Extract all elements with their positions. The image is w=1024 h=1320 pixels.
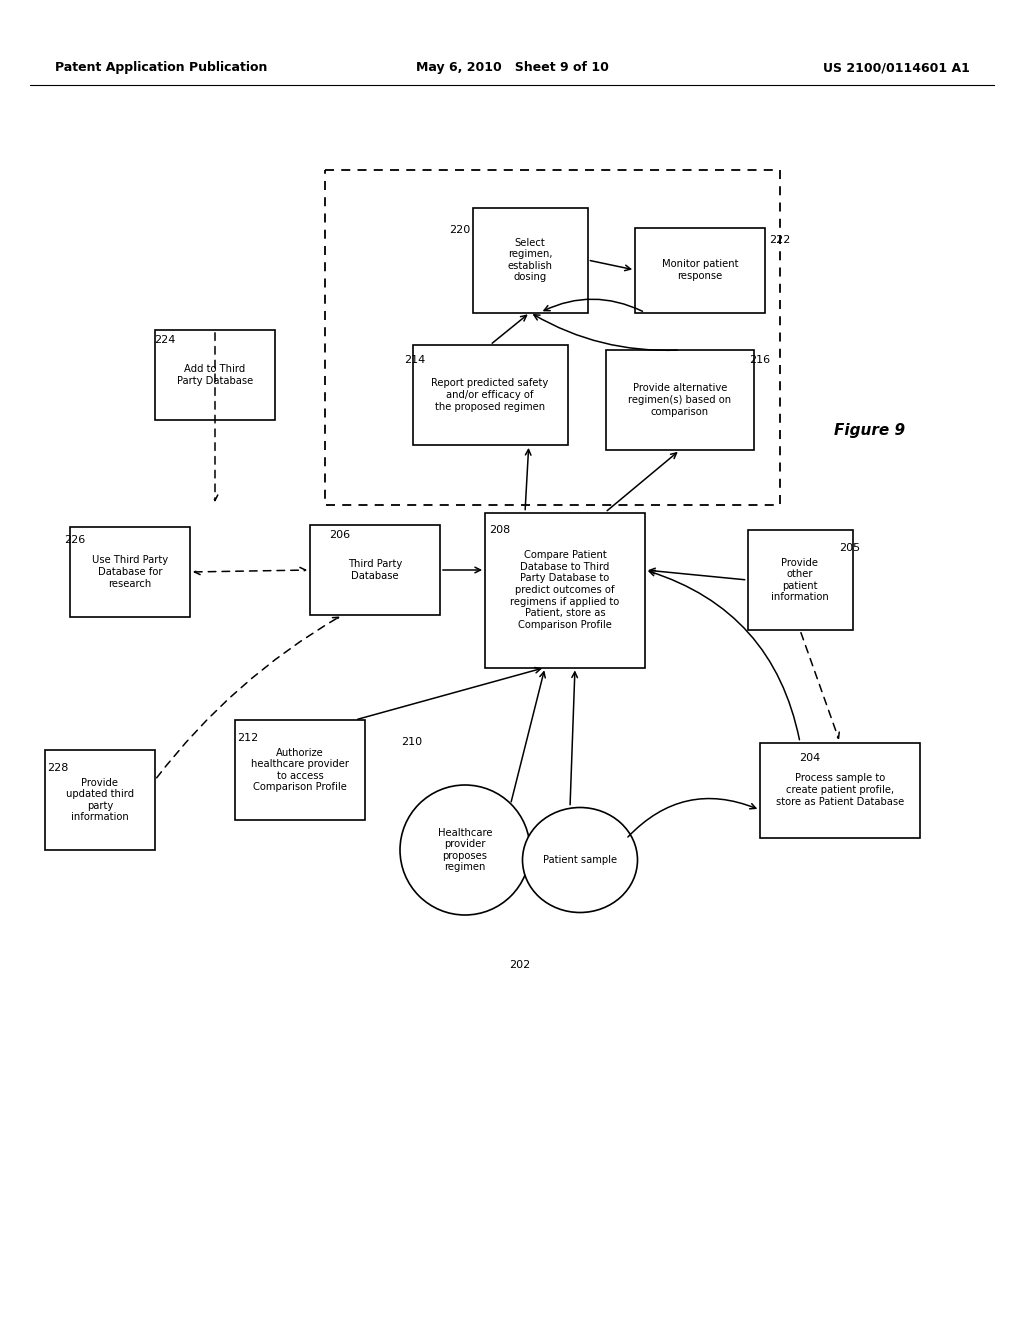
FancyBboxPatch shape (635, 227, 765, 313)
Text: Patent Application Publication: Patent Application Publication (55, 62, 267, 74)
Text: US 2100/0114601 A1: US 2100/0114601 A1 (823, 62, 970, 74)
FancyBboxPatch shape (485, 512, 645, 668)
FancyBboxPatch shape (748, 531, 853, 630)
Text: 205: 205 (840, 543, 860, 553)
Text: Use Third Party
Database for
research: Use Third Party Database for research (92, 556, 168, 589)
Text: 222: 222 (769, 235, 791, 246)
FancyBboxPatch shape (310, 525, 440, 615)
Text: Provide
other
patient
information: Provide other patient information (771, 557, 828, 602)
Text: May 6, 2010   Sheet 9 of 10: May 6, 2010 Sheet 9 of 10 (416, 62, 608, 74)
Text: 228: 228 (47, 763, 69, 774)
Text: 208: 208 (489, 525, 511, 535)
Text: 204: 204 (800, 752, 820, 763)
FancyBboxPatch shape (472, 207, 588, 313)
Text: Provide
updated third
party
information: Provide updated third party information (66, 777, 134, 822)
FancyBboxPatch shape (45, 750, 155, 850)
Text: Healthcare
provider
proposes
regimen: Healthcare provider proposes regimen (437, 828, 493, 873)
Text: 212: 212 (238, 733, 259, 743)
Text: 206: 206 (330, 531, 350, 540)
Text: Monitor patient
response: Monitor patient response (662, 259, 738, 281)
Text: 220: 220 (450, 224, 471, 235)
Text: 216: 216 (750, 355, 771, 366)
Text: 214: 214 (404, 355, 426, 366)
Text: Figure 9: Figure 9 (835, 422, 905, 437)
FancyBboxPatch shape (606, 350, 754, 450)
Text: Process sample to
create patient profile,
store as Patient Database: Process sample to create patient profile… (776, 774, 904, 807)
Text: 226: 226 (65, 535, 86, 545)
FancyBboxPatch shape (234, 719, 365, 820)
Ellipse shape (400, 785, 530, 915)
Ellipse shape (522, 808, 638, 912)
Text: Select
regimen,
establish
dosing: Select regimen, establish dosing (508, 238, 553, 282)
Text: Compare Patient
Database to Third
Party Database to
predict outcomes of
regimens: Compare Patient Database to Third Party … (510, 550, 620, 630)
Text: 224: 224 (155, 335, 176, 345)
Text: 210: 210 (401, 737, 423, 747)
Text: Add to Third
Party Database: Add to Third Party Database (177, 364, 253, 385)
Text: Patient sample: Patient sample (543, 855, 617, 865)
FancyBboxPatch shape (70, 527, 190, 616)
Text: Third Party
Database: Third Party Database (348, 560, 402, 581)
Text: Provide alternative
regimen(s) based on
comparison: Provide alternative regimen(s) based on … (629, 383, 731, 417)
FancyBboxPatch shape (155, 330, 275, 420)
Text: Report predicted safety
and/or efficacy of
the proposed regimen: Report predicted safety and/or efficacy … (431, 379, 549, 412)
Text: Authorize
healthcare provider
to access
Comparison Profile: Authorize healthcare provider to access … (251, 747, 349, 792)
FancyBboxPatch shape (413, 345, 567, 445)
FancyBboxPatch shape (760, 742, 920, 837)
Text: 202: 202 (509, 960, 530, 970)
